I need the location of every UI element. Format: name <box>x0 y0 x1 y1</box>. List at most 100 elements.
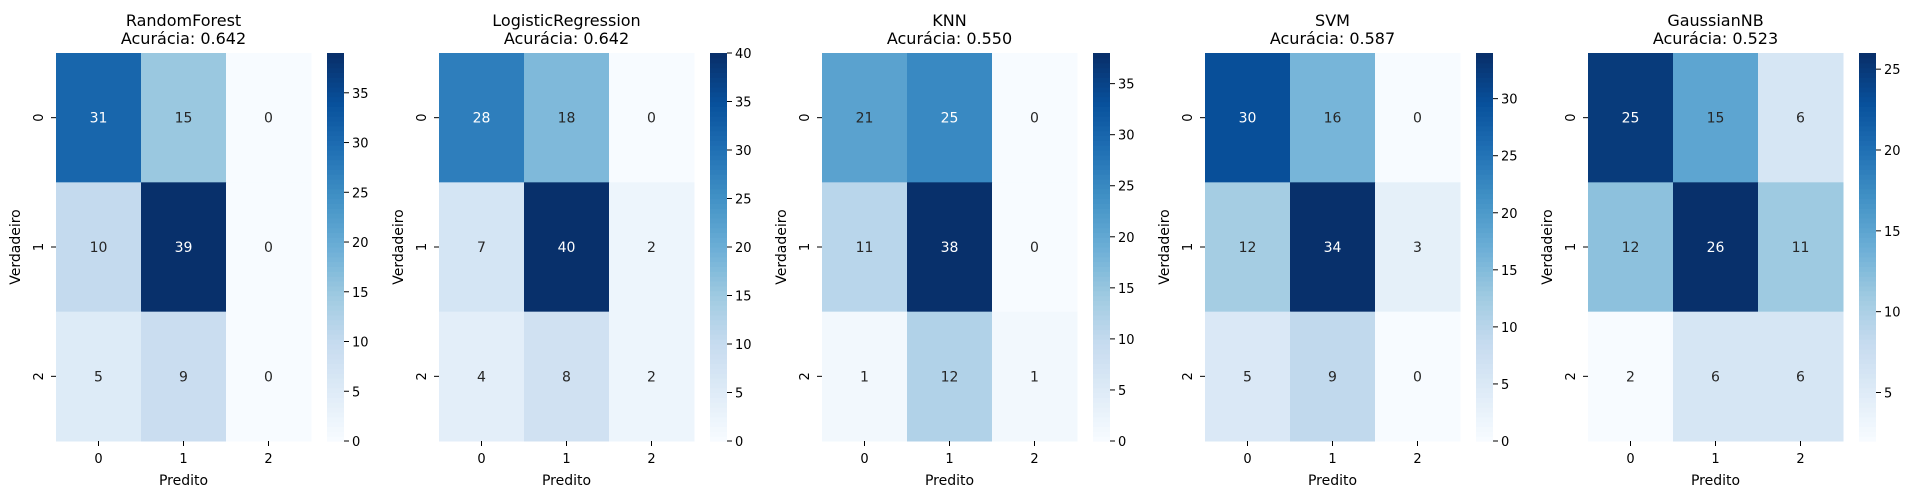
colorbar-segment <box>1859 67 1876 73</box>
colorbar-segment <box>710 353 727 360</box>
colorbar-segment <box>1093 285 1110 292</box>
colorbar-segment <box>327 62 344 69</box>
colorbar-segment <box>1093 222 1110 229</box>
cell-value-label: 28 <box>473 111 491 127</box>
x-axis-label: Predito <box>1691 473 1740 489</box>
colorbar-segment <box>1476 130 1493 137</box>
colorbar-segment <box>1476 402 1493 408</box>
colorbar-segment <box>1476 188 1493 195</box>
x-tick-label: 1 <box>562 452 570 467</box>
colorbar-segment <box>1859 353 1876 360</box>
colorbar-segment <box>710 300 727 306</box>
colorbar-segment <box>1476 266 1493 272</box>
colorbar-segment <box>1859 310 1876 316</box>
x-tick-label: 1 <box>1328 452 1336 467</box>
colorbar-segment <box>1476 421 1493 428</box>
colorbar-segment <box>1093 164 1110 170</box>
cell-value-label: 4 <box>477 369 486 385</box>
colorbar-segment <box>327 140 344 146</box>
colorbar-segment <box>1476 227 1493 234</box>
cell-value-label: 0 <box>264 111 273 127</box>
colorbar-segment <box>1476 431 1493 437</box>
cell-value-label: 40 <box>558 240 576 256</box>
colorbar-segment <box>1476 339 1493 345</box>
colorbar-segment <box>710 217 727 224</box>
colorbar-segment <box>327 397 344 403</box>
colorbar-segment <box>1093 295 1110 301</box>
colorbar-segment <box>327 188 344 195</box>
colorbar-segment <box>1476 285 1493 292</box>
chart-subtitle: Acurácia: 0.523 <box>1653 29 1778 48</box>
cell-value-label: 30 <box>1239 111 1257 127</box>
colorbar-segment <box>327 363 344 369</box>
heatmap-cell <box>1758 53 1844 183</box>
colorbar-segment <box>710 402 727 408</box>
heatmap-cell <box>822 182 908 313</box>
colorbar-segment <box>1476 111 1493 117</box>
colorbar-segment <box>710 392 727 398</box>
colorbar-segment <box>1859 436 1876 442</box>
colorbar-tick-label: 10 <box>352 336 369 351</box>
colorbar-segment <box>327 358 344 364</box>
colorbar-segment <box>710 91 727 98</box>
cell-value-label: 7 <box>477 240 486 256</box>
y-tick-label: 1 <box>32 243 47 251</box>
y-tick-label: 0 <box>1564 114 1579 122</box>
colorbar-segment <box>1859 120 1876 127</box>
colorbar-segment <box>327 426 344 432</box>
colorbar-segment <box>1859 116 1876 122</box>
colorbar-segment <box>1093 373 1110 379</box>
colorbar-segment <box>327 130 344 137</box>
colorbar-segment <box>327 353 344 360</box>
colorbar-segment <box>327 261 344 267</box>
y-tick-label: 1 <box>1181 243 1196 251</box>
colorbar-tick-label: 35 <box>1118 78 1135 93</box>
colorbar-segment <box>710 382 727 389</box>
colorbar-segment <box>327 242 344 248</box>
colorbar-tick-label: 5 <box>1118 384 1126 399</box>
colorbar-tick-label: 30 <box>735 144 752 159</box>
colorbar-tick-label: 25 <box>1118 180 1135 195</box>
colorbar-segment <box>1476 310 1493 316</box>
colorbar-segment <box>1859 382 1876 389</box>
colorbar-segment <box>327 256 344 263</box>
colorbar-segment <box>327 339 344 345</box>
heatmap-cell <box>609 182 695 313</box>
colorbar-segment <box>1093 159 1110 166</box>
colorbar-segment <box>710 106 727 112</box>
colorbar-segment <box>1859 77 1876 83</box>
colorbar-tick-label: 40 <box>735 47 752 62</box>
colorbar-segment <box>1093 125 1110 132</box>
colorbar-segment <box>1859 276 1876 282</box>
colorbar-segment <box>710 96 727 103</box>
colorbar-tick-label: 10 <box>1884 306 1901 321</box>
cell-value-label: 0 <box>1030 111 1039 127</box>
colorbar-segment <box>327 314 344 321</box>
colorbar-segment <box>710 339 727 345</box>
colorbar-segment <box>1093 271 1110 277</box>
colorbar-segment <box>1093 77 1110 83</box>
colorbar-segment <box>1859 106 1876 112</box>
colorbar-segment <box>1093 217 1110 224</box>
colorbar-segment <box>1476 106 1493 112</box>
heatmap-cell <box>1290 182 1376 313</box>
colorbar-segment <box>1476 150 1493 156</box>
colorbar-segment <box>710 334 727 340</box>
colorbar-segment <box>710 285 727 292</box>
y-tick-label: 0 <box>1181 114 1196 122</box>
y-tick-label: 0 <box>798 114 813 122</box>
colorbar-segment <box>1859 145 1876 151</box>
colorbar-segment <box>1859 125 1876 132</box>
colorbar-segment <box>327 411 344 418</box>
colorbar-segment <box>1093 203 1110 209</box>
colorbar-segment <box>710 86 727 93</box>
colorbar-segment <box>1093 67 1110 73</box>
cell-value-label: 15 <box>175 111 193 127</box>
colorbar-segment <box>1476 319 1493 326</box>
colorbar-segment <box>1859 183 1876 190</box>
y-tick-label: 0 <box>32 114 47 122</box>
colorbar-segment <box>327 101 344 107</box>
colorbar-segment <box>1476 247 1493 253</box>
colorbar-segment <box>1093 140 1110 146</box>
colorbar-segment <box>1476 67 1493 73</box>
